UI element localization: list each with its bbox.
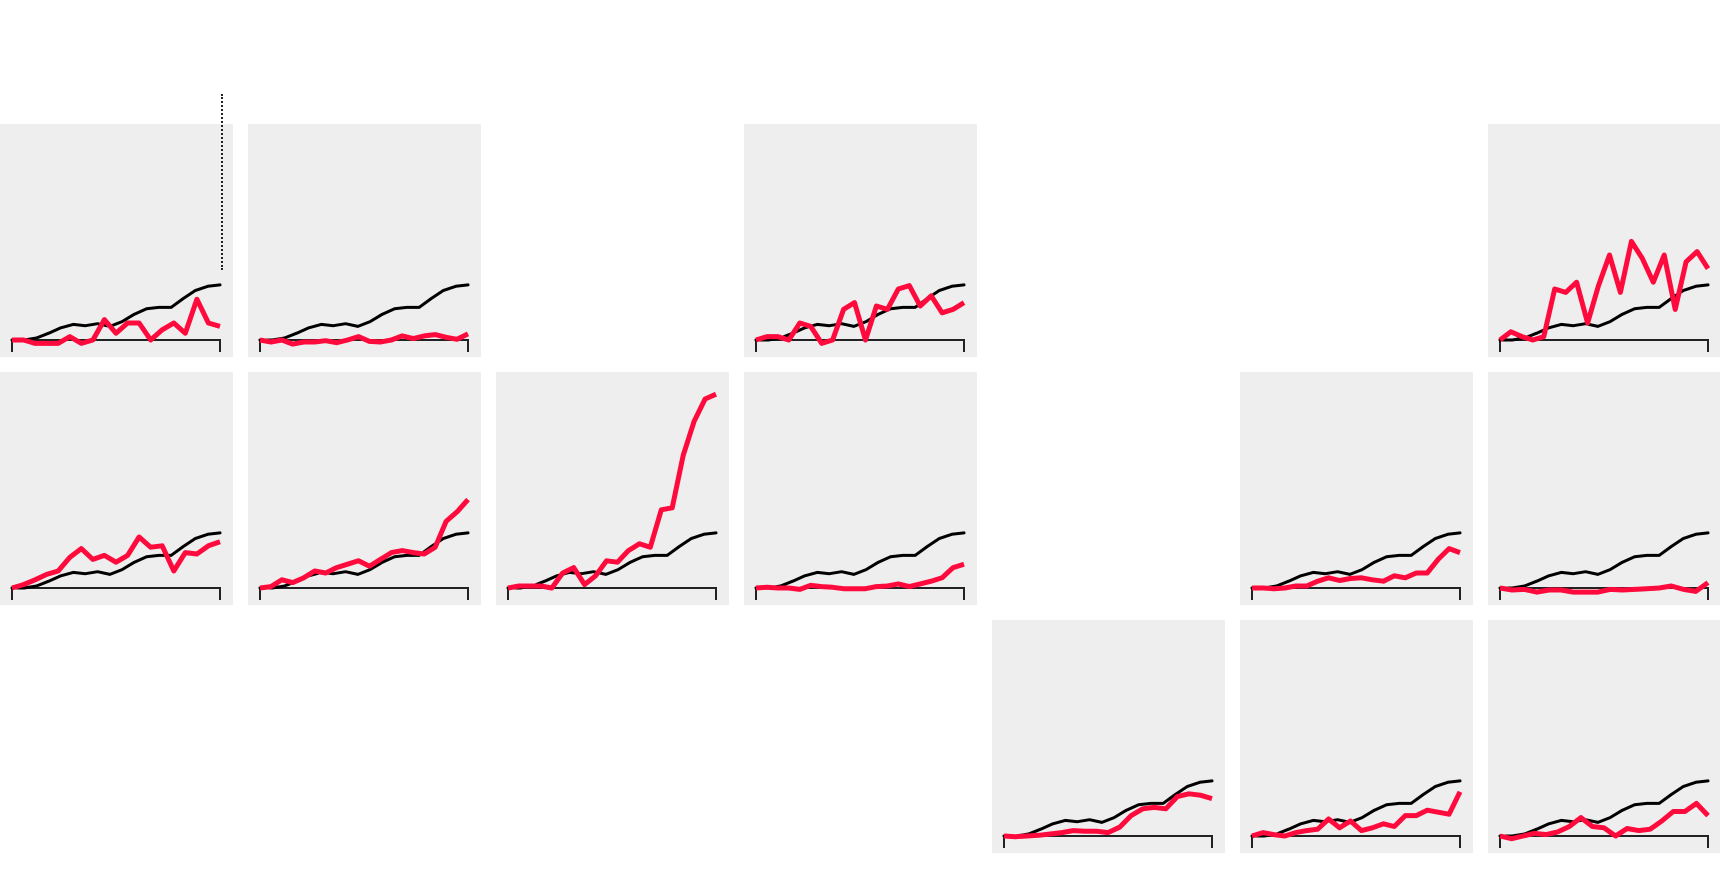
reference-series-line [10, 283, 222, 342]
reference-series-line [1250, 531, 1462, 590]
chart-panel [1488, 372, 1720, 605]
highlight-series-line [755, 561, 965, 592]
chart-panel [0, 124, 233, 357]
x-axis [1251, 835, 1461, 848]
x-axis [11, 587, 221, 600]
panel-plot [754, 283, 966, 352]
highlight-series-line [259, 497, 470, 591]
highlight-series-line [1003, 791, 1213, 840]
reference-series-line [754, 531, 966, 590]
chart-panel [1488, 124, 1720, 357]
chart-panel [0, 372, 233, 605]
panel-plot [1498, 779, 1710, 848]
chart-panel [1488, 620, 1720, 853]
highlight-series-line [507, 391, 718, 591]
panel-plot [754, 531, 966, 600]
x-axis [259, 587, 469, 600]
x-axis [1003, 835, 1213, 848]
highlight-series-line [1499, 800, 1710, 842]
reference-marker-line [221, 94, 223, 270]
reference-series-line [1498, 779, 1710, 838]
highlight-series-line [11, 534, 221, 591]
panel-plot [506, 391, 718, 600]
panel-plot [258, 283, 470, 352]
panel-plot [10, 531, 222, 600]
chart-panel [248, 372, 481, 605]
x-axis [1251, 587, 1461, 600]
panel-plot [1250, 779, 1463, 848]
highlight-series-line [1252, 546, 1461, 592]
chart-panel [248, 124, 481, 357]
highlight-series-line [259, 331, 470, 347]
x-axis [1499, 835, 1709, 848]
x-axis [1499, 587, 1709, 600]
highlight-series-line [755, 283, 966, 346]
panel-plot [1250, 531, 1462, 600]
chart-panel [744, 372, 977, 605]
chart-panel [744, 124, 977, 357]
highlight-series-line [12, 296, 221, 346]
x-axis [507, 587, 717, 600]
panel-plot [10, 283, 222, 352]
reference-series-line [258, 283, 470, 342]
panel-plot [1002, 779, 1214, 848]
reference-series-line [10, 531, 222, 590]
chart-panel [496, 372, 729, 605]
x-axis [11, 339, 221, 352]
chart-panel [1240, 372, 1473, 605]
panel-plot [258, 497, 470, 600]
reference-series-line [1002, 779, 1214, 838]
chart-panel [1240, 620, 1473, 853]
reference-series-line [1250, 779, 1462, 838]
highlight-series-line [1498, 238, 1711, 343]
panel-plot [1498, 238, 1711, 352]
panel-plot [1498, 531, 1710, 600]
x-axis [1499, 339, 1709, 352]
reference-series-line [1498, 531, 1710, 590]
chart-panel [992, 620, 1225, 853]
highlight-series-line [1251, 790, 1463, 839]
highlight-series-line [1499, 580, 1710, 595]
reference-series-line [506, 531, 718, 590]
x-axis [755, 339, 965, 352]
